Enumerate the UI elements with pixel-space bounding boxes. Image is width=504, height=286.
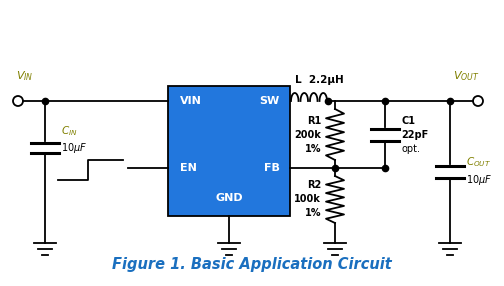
Text: opt.: opt. <box>401 144 420 154</box>
Text: SW: SW <box>260 96 280 106</box>
Text: 100k: 100k <box>294 194 321 204</box>
Text: $V_{OUT}$: $V_{OUT}$ <box>453 69 480 83</box>
Text: EN: EN <box>180 163 197 173</box>
Text: 200k: 200k <box>294 130 321 140</box>
FancyBboxPatch shape <box>168 86 290 216</box>
Text: VIN: VIN <box>180 96 202 106</box>
Text: C1: C1 <box>401 116 415 126</box>
Text: $C_{OUT}$: $C_{OUT}$ <box>466 155 491 169</box>
Text: 22pF: 22pF <box>401 130 428 140</box>
Text: $10\mu F$: $10\mu F$ <box>466 173 492 187</box>
Text: Figure 1. Basic Application Circuit: Figure 1. Basic Application Circuit <box>112 257 392 272</box>
Text: $V_{IN}$: $V_{IN}$ <box>16 69 33 83</box>
Text: GND: GND <box>215 193 243 203</box>
Text: 1%: 1% <box>304 144 321 154</box>
Text: L  2.2μH: L 2.2μH <box>295 75 344 85</box>
Text: $10\mu F$: $10\mu F$ <box>61 141 87 155</box>
Text: 1%: 1% <box>304 208 321 219</box>
Text: R1: R1 <box>307 116 321 126</box>
Text: R2: R2 <box>307 180 321 190</box>
Text: FB: FB <box>264 163 280 173</box>
Text: $C_{IN}$: $C_{IN}$ <box>61 124 78 138</box>
